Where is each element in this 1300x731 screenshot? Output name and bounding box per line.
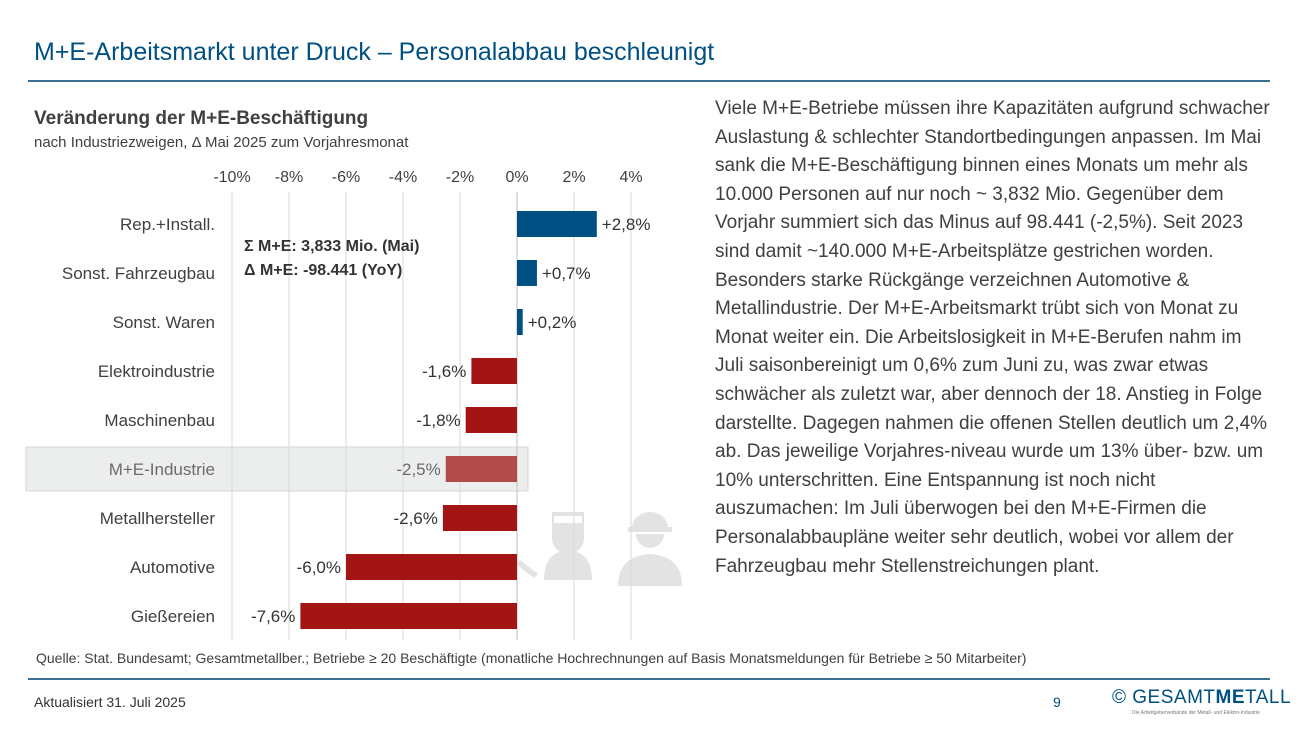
category-label-metallhersteller: Metallhersteller bbox=[100, 509, 216, 528]
category-label-maschinenbau: Maschinenbau bbox=[104, 411, 215, 430]
x-tick-label: 4% bbox=[619, 169, 642, 186]
value-label-elektroindustrie: -1,6% bbox=[422, 362, 466, 381]
source-note: Quelle: Stat. Bundesamt; Gesamtmetallber… bbox=[36, 650, 1027, 666]
bar-giessereien bbox=[300, 603, 517, 629]
updated-date: Aktualisiert 31. Juli 2025 bbox=[34, 694, 186, 710]
bar-rep-install bbox=[517, 211, 597, 237]
chart-title: Veränderung der M+E-Beschäftigung bbox=[34, 108, 369, 129]
bar-maschinenbau bbox=[465, 407, 517, 433]
annotation-delta: Δ M+E: -98.441 (YoY) bbox=[244, 262, 402, 279]
bar-m-e-industrie bbox=[445, 456, 517, 482]
x-tick-label: -8% bbox=[275, 169, 303, 186]
category-label-sonst-waren: Sonst. Waren bbox=[113, 313, 215, 332]
title-divider bbox=[28, 80, 1270, 82]
annotation-sum: Σ M+E: 3,833 Mio. (Mai) bbox=[244, 238, 419, 255]
value-label-automotive: -6,0% bbox=[297, 558, 341, 577]
x-tick-label: -6% bbox=[332, 169, 360, 186]
bar-elektroindustrie bbox=[471, 358, 517, 384]
highlight-row-me-industrie bbox=[25, 446, 529, 492]
logo-text-post: TALL bbox=[1245, 687, 1292, 708]
x-tick-label: 0% bbox=[505, 169, 528, 186]
x-tick-label: 2% bbox=[562, 169, 585, 186]
slide-title: M+E-Arbeitsmarkt unter Druck – Personala… bbox=[34, 38, 715, 66]
category-label-rep-install: Rep.+Install. bbox=[120, 215, 215, 234]
bar-sonst-fahrzeugbau bbox=[517, 260, 537, 286]
category-label-elektroindustrie: Elektroindustrie bbox=[98, 362, 215, 381]
bar-automotive bbox=[346, 554, 517, 580]
logo-text-me: ME bbox=[1215, 687, 1246, 708]
value-label-sonst-fahrzeugbau: +0,7% bbox=[542, 264, 591, 283]
decorative-icons bbox=[516, 512, 682, 586]
bar-metallhersteller bbox=[442, 505, 517, 531]
gesamtmetall-logo: © GESAMTMETALL Die Arbeitgeberverbände d… bbox=[1112, 687, 1291, 716]
footer-divider bbox=[28, 678, 1270, 680]
commentary-text: Viele M+E-Betriebe müssen ihre Kapazität… bbox=[715, 98, 1270, 577]
x-tick-label: -2% bbox=[446, 169, 474, 186]
logo-text-pre: GESAMT bbox=[1132, 687, 1216, 708]
worker-icon bbox=[618, 512, 682, 586]
value-label-rep-install: +2,8% bbox=[602, 215, 651, 234]
x-tick-label: -10% bbox=[213, 169, 250, 186]
employment-change-chart: -10% -8% -6% -4% -2% 0% 2% 4% Rep.+Install. Sons… bbox=[25, 169, 682, 640]
value-label-sonst-waren: +0,2% bbox=[528, 313, 577, 332]
bar-sonst-waren bbox=[517, 309, 523, 335]
welder-icon bbox=[516, 512, 592, 580]
page-number: 9 bbox=[1053, 694, 1061, 710]
chart-subtitle: nach Industriezweigen, Δ Mai 2025 zum Vo… bbox=[34, 134, 409, 151]
category-label-sonst-fahrzeugbau: Sonst. Fahrzeugbau bbox=[62, 264, 215, 283]
value-label-m-e-industrie: -2,5% bbox=[396, 460, 440, 479]
logo-tagline: Die Arbeitgeberverbände der Metall- und … bbox=[1132, 710, 1260, 716]
category-label-m-e-industrie: M+E-Industrie bbox=[109, 460, 215, 479]
value-label-metallhersteller: -2,6% bbox=[393, 509, 437, 528]
category-label-giessereien: Gießereien bbox=[131, 607, 215, 626]
value-label-maschinenbau: -1,8% bbox=[416, 411, 460, 430]
x-tick-label: -4% bbox=[389, 169, 417, 186]
value-label-giessereien: -7,6% bbox=[251, 607, 295, 626]
category-label-automotive: Automotive bbox=[130, 558, 215, 577]
logo-copyright-symbol: © bbox=[1112, 687, 1127, 708]
